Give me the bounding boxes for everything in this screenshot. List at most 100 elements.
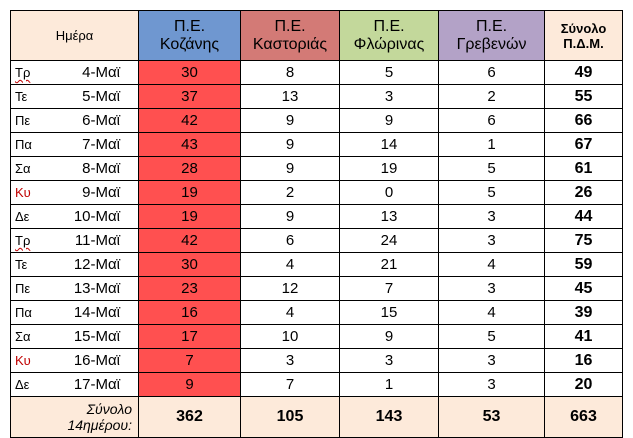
table-body: Τρ 4-Μαϊ 30 8 5 6 49 Τε 5-Μαϊ 37 13 3 2 55 Πε 6-Μαϊ 42 9 9…: [10, 60, 623, 397]
cell-date: 7-Μαϊ: [54, 132, 139, 157]
cell-total: 59: [544, 252, 623, 277]
cell-total: 55: [544, 84, 623, 109]
cell-kozani: 16: [138, 300, 241, 325]
cell-date: 5-Μαϊ: [54, 84, 139, 109]
cell-florina: 24: [339, 228, 439, 253]
table-row: Πα 7-Μαϊ 43 9 14 1 67: [10, 132, 623, 157]
table-row: Τρ 11-Μαϊ 42 6 24 3 75: [10, 228, 623, 253]
cell-total: 75: [544, 228, 623, 253]
cases-table: Ημέρα Π.Ε. Κοζάνης Π.Ε. Καστοριάς Π.Ε. Φλώρ…: [10, 10, 623, 438]
cell-day-of-week: Πε: [10, 276, 55, 301]
table-row: Πε 13-Μαϊ 23 12 7 3 45: [10, 276, 623, 301]
header-kastoria: Π.Ε. Καστοριάς: [240, 10, 340, 61]
cell-kozani: 17: [138, 324, 241, 349]
cell-kozani: 42: [138, 228, 241, 253]
cell-kozani: 23: [138, 276, 241, 301]
cell-florina: 5: [339, 60, 439, 85]
cell-date: 14-Μαϊ: [54, 300, 139, 325]
cell-day-of-week: Κυ: [10, 180, 55, 205]
cell-date: 15-Μαϊ: [54, 324, 139, 349]
cell-day-of-week: Πα: [10, 300, 55, 325]
cell-grevena: 6: [438, 60, 545, 85]
cell-kastoria: 4: [240, 300, 340, 325]
cell-kastoria: 12: [240, 276, 340, 301]
cell-date: 9-Μαϊ: [54, 180, 139, 205]
cell-kozani: 7: [138, 348, 241, 373]
cell-kozani: 9: [138, 372, 241, 397]
cell-kastoria: 9: [240, 132, 340, 157]
cell-day-of-week: Δε: [10, 372, 55, 397]
cell-grevena: 4: [438, 300, 545, 325]
cell-grevena: 2: [438, 84, 545, 109]
cell-day-of-week: Κυ: [10, 348, 55, 373]
cell-day-of-week: Πα: [10, 132, 55, 157]
cell-florina: 3: [339, 348, 439, 373]
footer-row: Σύνολο 14ημέρου: 362 105 143 53 663: [10, 396, 623, 438]
cell-grevena: 1: [438, 132, 545, 157]
cell-day-of-week: Σα: [10, 324, 55, 349]
cell-total: 61: [544, 156, 623, 181]
header-day: Ημέρα: [10, 10, 139, 61]
cell-grevena: 3: [438, 372, 545, 397]
header-kozani: Π.Ε. Κοζάνης: [138, 10, 241, 61]
header-total-line1: Σύνολο: [560, 20, 607, 36]
table-row: Κυ 16-Μαϊ 7 3 3 3 16: [10, 348, 623, 373]
cell-florina: 7: [339, 276, 439, 301]
cell-kozani: 30: [138, 60, 241, 85]
table-row: Σα 8-Μαϊ 28 9 19 5 61: [10, 156, 623, 181]
cell-kastoria: 6: [240, 228, 340, 253]
table-row: Δε 17-Μαϊ 9 7 1 3 20: [10, 372, 623, 397]
cell-kozani: 42: [138, 108, 241, 133]
cell-day-of-week: Πε: [10, 108, 55, 133]
cell-day-of-week: Σα: [10, 156, 55, 181]
cell-kastoria: 9: [240, 108, 340, 133]
cell-grevena: 4: [438, 252, 545, 277]
cell-date: 10-Μαϊ: [54, 204, 139, 229]
header-florina-line2: Φλώρινας: [353, 35, 425, 53]
footer-florina: 143: [339, 396, 439, 438]
header-grevena-line1: Π.Ε.: [475, 17, 508, 35]
cell-date: 17-Μαϊ: [54, 372, 139, 397]
table-row: Πα 14-Μαϊ 16 4 15 4 39: [10, 300, 623, 325]
cell-florina: 0: [339, 180, 439, 205]
cell-total: 66: [544, 108, 623, 133]
cell-kozani: 19: [138, 180, 241, 205]
header-florina: Π.Ε. Φλώρινας: [339, 10, 439, 61]
header-row: Ημέρα Π.Ε. Κοζάνης Π.Ε. Καστοριάς Π.Ε. Φλώρ…: [10, 10, 623, 61]
table-row: Πε 6-Μαϊ 42 9 9 6 66: [10, 108, 623, 133]
footer-label-line2: 14ημέρου:: [67, 417, 132, 433]
cell-date: 6-Μαϊ: [54, 108, 139, 133]
cell-grevena: 6: [438, 108, 545, 133]
table-row: Δε 10-Μαϊ 19 9 13 3 44: [10, 204, 623, 229]
cell-day-of-week: Δε: [10, 204, 55, 229]
header-grevena-line2: Γρεβενών: [456, 35, 527, 53]
cell-florina: 13: [339, 204, 439, 229]
cell-kastoria: 3: [240, 348, 340, 373]
table-row: Κυ 9-Μαϊ 19 2 0 5 26: [10, 180, 623, 205]
header-total: Σύνολο Π.Δ.Μ.: [544, 10, 623, 61]
header-kozani-line2: Κοζάνης: [159, 35, 220, 53]
table-row: Τε 5-Μαϊ 37 13 3 2 55: [10, 84, 623, 109]
cell-florina: 19: [339, 156, 439, 181]
cell-florina: 1: [339, 372, 439, 397]
cell-florina: 9: [339, 108, 439, 133]
footer-label-line1: Σύνολο: [86, 401, 132, 417]
header-grevena: Π.Ε. Γρεβενών: [438, 10, 545, 61]
cell-date: 16-Μαϊ: [54, 348, 139, 373]
cell-total: 39: [544, 300, 623, 325]
footer-kozani: 362: [138, 396, 241, 438]
cell-florina: 21: [339, 252, 439, 277]
cell-kastoria: 9: [240, 204, 340, 229]
footer-grevena: 53: [438, 396, 545, 438]
cell-total: 41: [544, 324, 623, 349]
cell-grevena: 5: [438, 324, 545, 349]
cell-total: 44: [544, 204, 623, 229]
cell-total: 49: [544, 60, 623, 85]
cell-date: 13-Μαϊ: [54, 276, 139, 301]
footer-total: 663: [544, 396, 623, 438]
cell-kastoria: 9: [240, 156, 340, 181]
table-row: Σα 15-Μαϊ 17 10 9 5 41: [10, 324, 623, 349]
table-row: Τρ 4-Μαϊ 30 8 5 6 49: [10, 60, 623, 85]
cell-total: 20: [544, 372, 623, 397]
cell-total: 67: [544, 132, 623, 157]
